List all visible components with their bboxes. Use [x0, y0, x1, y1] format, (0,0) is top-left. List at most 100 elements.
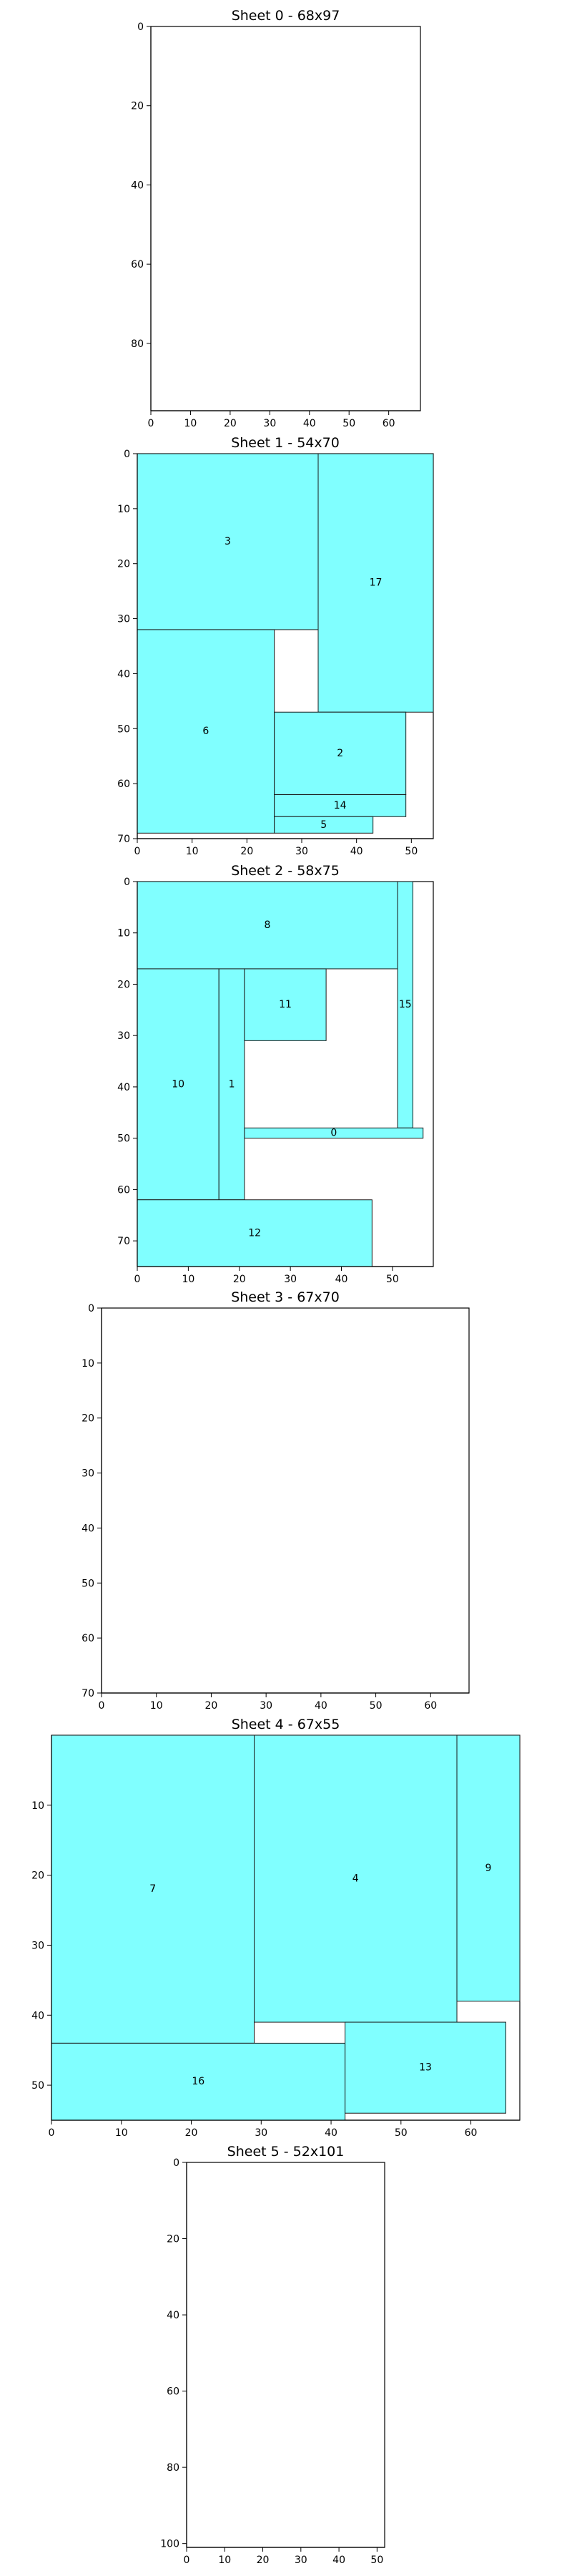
x-tick-label: 20: [257, 2555, 270, 2566]
x-tick-label: 20: [185, 2127, 198, 2139]
y-tick-label: 30: [31, 1940, 44, 1951]
y-tick-label: 50: [82, 1578, 94, 1589]
placed-rect-13: [345, 2021, 506, 2114]
placed-rect-6: [137, 629, 275, 834]
x-tick-label: 60: [383, 418, 395, 429]
placed-rect-3: [137, 453, 319, 630]
x-tick-label: 30: [295, 2555, 307, 2566]
rect-label-16: 16: [192, 2076, 204, 2087]
x-tick-label: 40: [335, 1274, 348, 1285]
y-tick-label: 0: [137, 21, 144, 33]
y-tick-label: 60: [167, 2386, 179, 2398]
y-tick-label: 40: [167, 2310, 179, 2321]
x-tick-label: 40: [350, 846, 363, 857]
chart-title: Sheet 1 - 54x70: [231, 435, 340, 451]
x-tick-label: 50: [386, 1274, 399, 1285]
y-tick-label: 80: [167, 2462, 179, 2474]
placed-rect-11: [244, 968, 327, 1041]
x-tick-label: 50: [395, 2127, 408, 2139]
placed-rect-2: [274, 711, 407, 796]
x-tick-label: 20: [233, 1274, 246, 1285]
placed-rect-16: [51, 2042, 346, 2121]
y-tick-label: 50: [117, 723, 130, 735]
sheet-outline: [186, 2162, 385, 2548]
placed-rect-5: [274, 816, 374, 834]
placed-rect-0: [244, 1127, 424, 1139]
y-tick-label: 20: [167, 2234, 179, 2245]
y-tick-label: 20: [31, 1870, 44, 1882]
sheet-panel-5: Sheet 5 - 52x101 0 10 20 30 40 50 0 20 40 60 80 100: [160, 2144, 385, 2566]
x-tick-label: 20: [205, 1700, 218, 1712]
y-tick-label: 60: [117, 1184, 130, 1196]
rect-label-14: 14: [334, 800, 347, 811]
rect-label-8: 8: [265, 919, 271, 931]
x-tick-label: 10: [115, 2127, 128, 2139]
x-tick-label: 40: [332, 2555, 345, 2566]
y-tick-label: 10: [31, 1800, 44, 1812]
rect-label-7: 7: [149, 1883, 156, 1895]
x-tick-label: 50: [370, 2555, 383, 2566]
x-tick-label: 60: [424, 1700, 437, 1712]
x-tick-label: 0: [184, 2555, 190, 2566]
x-tick-label: 50: [405, 846, 418, 857]
placed-rect-9: [456, 1735, 521, 2002]
y-tick-label: 60: [117, 779, 130, 790]
y-tick-label: 0: [124, 877, 130, 888]
x-tick-label: 30: [295, 846, 308, 857]
x-tick-label: 0: [49, 2127, 55, 2139]
x-tick-label: 0: [134, 1274, 141, 1285]
x-tick-label: 10: [150, 1700, 163, 1712]
chart-title: Sheet 0 - 68x97: [232, 8, 340, 24]
chart-title: Sheet 3 - 67x70: [231, 1289, 340, 1305]
y-tick-label: 40: [131, 180, 144, 191]
x-tick-label: 0: [99, 1700, 105, 1712]
x-tick-label: 10: [182, 1274, 194, 1285]
x-tick-label: 0: [148, 418, 154, 429]
x-tick-label: 30: [284, 1274, 297, 1285]
y-tick-label: 20: [117, 979, 130, 990]
x-tick-label: 20: [224, 418, 237, 429]
x-tick-label: 40: [315, 1700, 327, 1712]
y-tick-label: 30: [82, 1468, 94, 1480]
rect-label-2: 2: [337, 748, 343, 759]
chart-title: Sheet 5 - 52x101: [227, 2144, 345, 2160]
placed-rect-4: [254, 1735, 458, 2023]
placed-rect-1: [218, 968, 245, 1201]
y-tick-label: 40: [117, 668, 130, 680]
y-tick-label: 0: [124, 449, 130, 460]
x-tick-label: 60: [465, 2127, 478, 2139]
sheet-panel-0: Sheet 0 - 68x97 0 10 20 30 40 50 60 0 20 40 60 80: [131, 8, 421, 429]
y-tick-label: 40: [82, 1523, 94, 1534]
y-tick-label: 20: [117, 559, 130, 570]
y-tick-label: 30: [117, 614, 130, 625]
chart-title: Sheet 2 - 58x75: [231, 863, 340, 879]
y-tick-label: 70: [82, 1688, 94, 1699]
rect-label-6: 6: [202, 726, 209, 737]
x-tick-label: 20: [240, 846, 253, 857]
y-tick-label: 0: [173, 2157, 179, 2169]
x-tick-label: 10: [218, 2555, 231, 2566]
rect-label-9: 9: [485, 1863, 492, 1874]
rect-label-17: 17: [370, 577, 383, 589]
y-tick-label: 0: [88, 1303, 94, 1314]
x-tick-label: 30: [260, 1700, 272, 1712]
x-tick-label: 40: [325, 2127, 337, 2139]
sheet-panel-4: Sheet 4 - 67x55 7 4 9 16 13 0 10 20 30 40 50 60 10 20 3…: [31, 1717, 521, 2139]
x-tick-label: 0: [134, 846, 141, 857]
y-tick-label: 100: [160, 2539, 179, 2550]
y-tick-label: 20: [82, 1413, 94, 1425]
rect-label-5: 5: [320, 819, 327, 831]
sheet-outline: [101, 1307, 470, 1694]
x-tick-label: 50: [342, 418, 355, 429]
rect-label-1: 1: [229, 1078, 235, 1090]
sheet-outline: [150, 26, 421, 411]
y-tick-label: 40: [31, 2010, 44, 2021]
x-tick-label: 10: [186, 846, 199, 857]
rect-label-13: 13: [419, 2062, 432, 2074]
y-tick-label: 70: [117, 1236, 130, 1247]
placed-rect-7: [51, 1735, 255, 2044]
placed-rect-17: [317, 453, 434, 713]
